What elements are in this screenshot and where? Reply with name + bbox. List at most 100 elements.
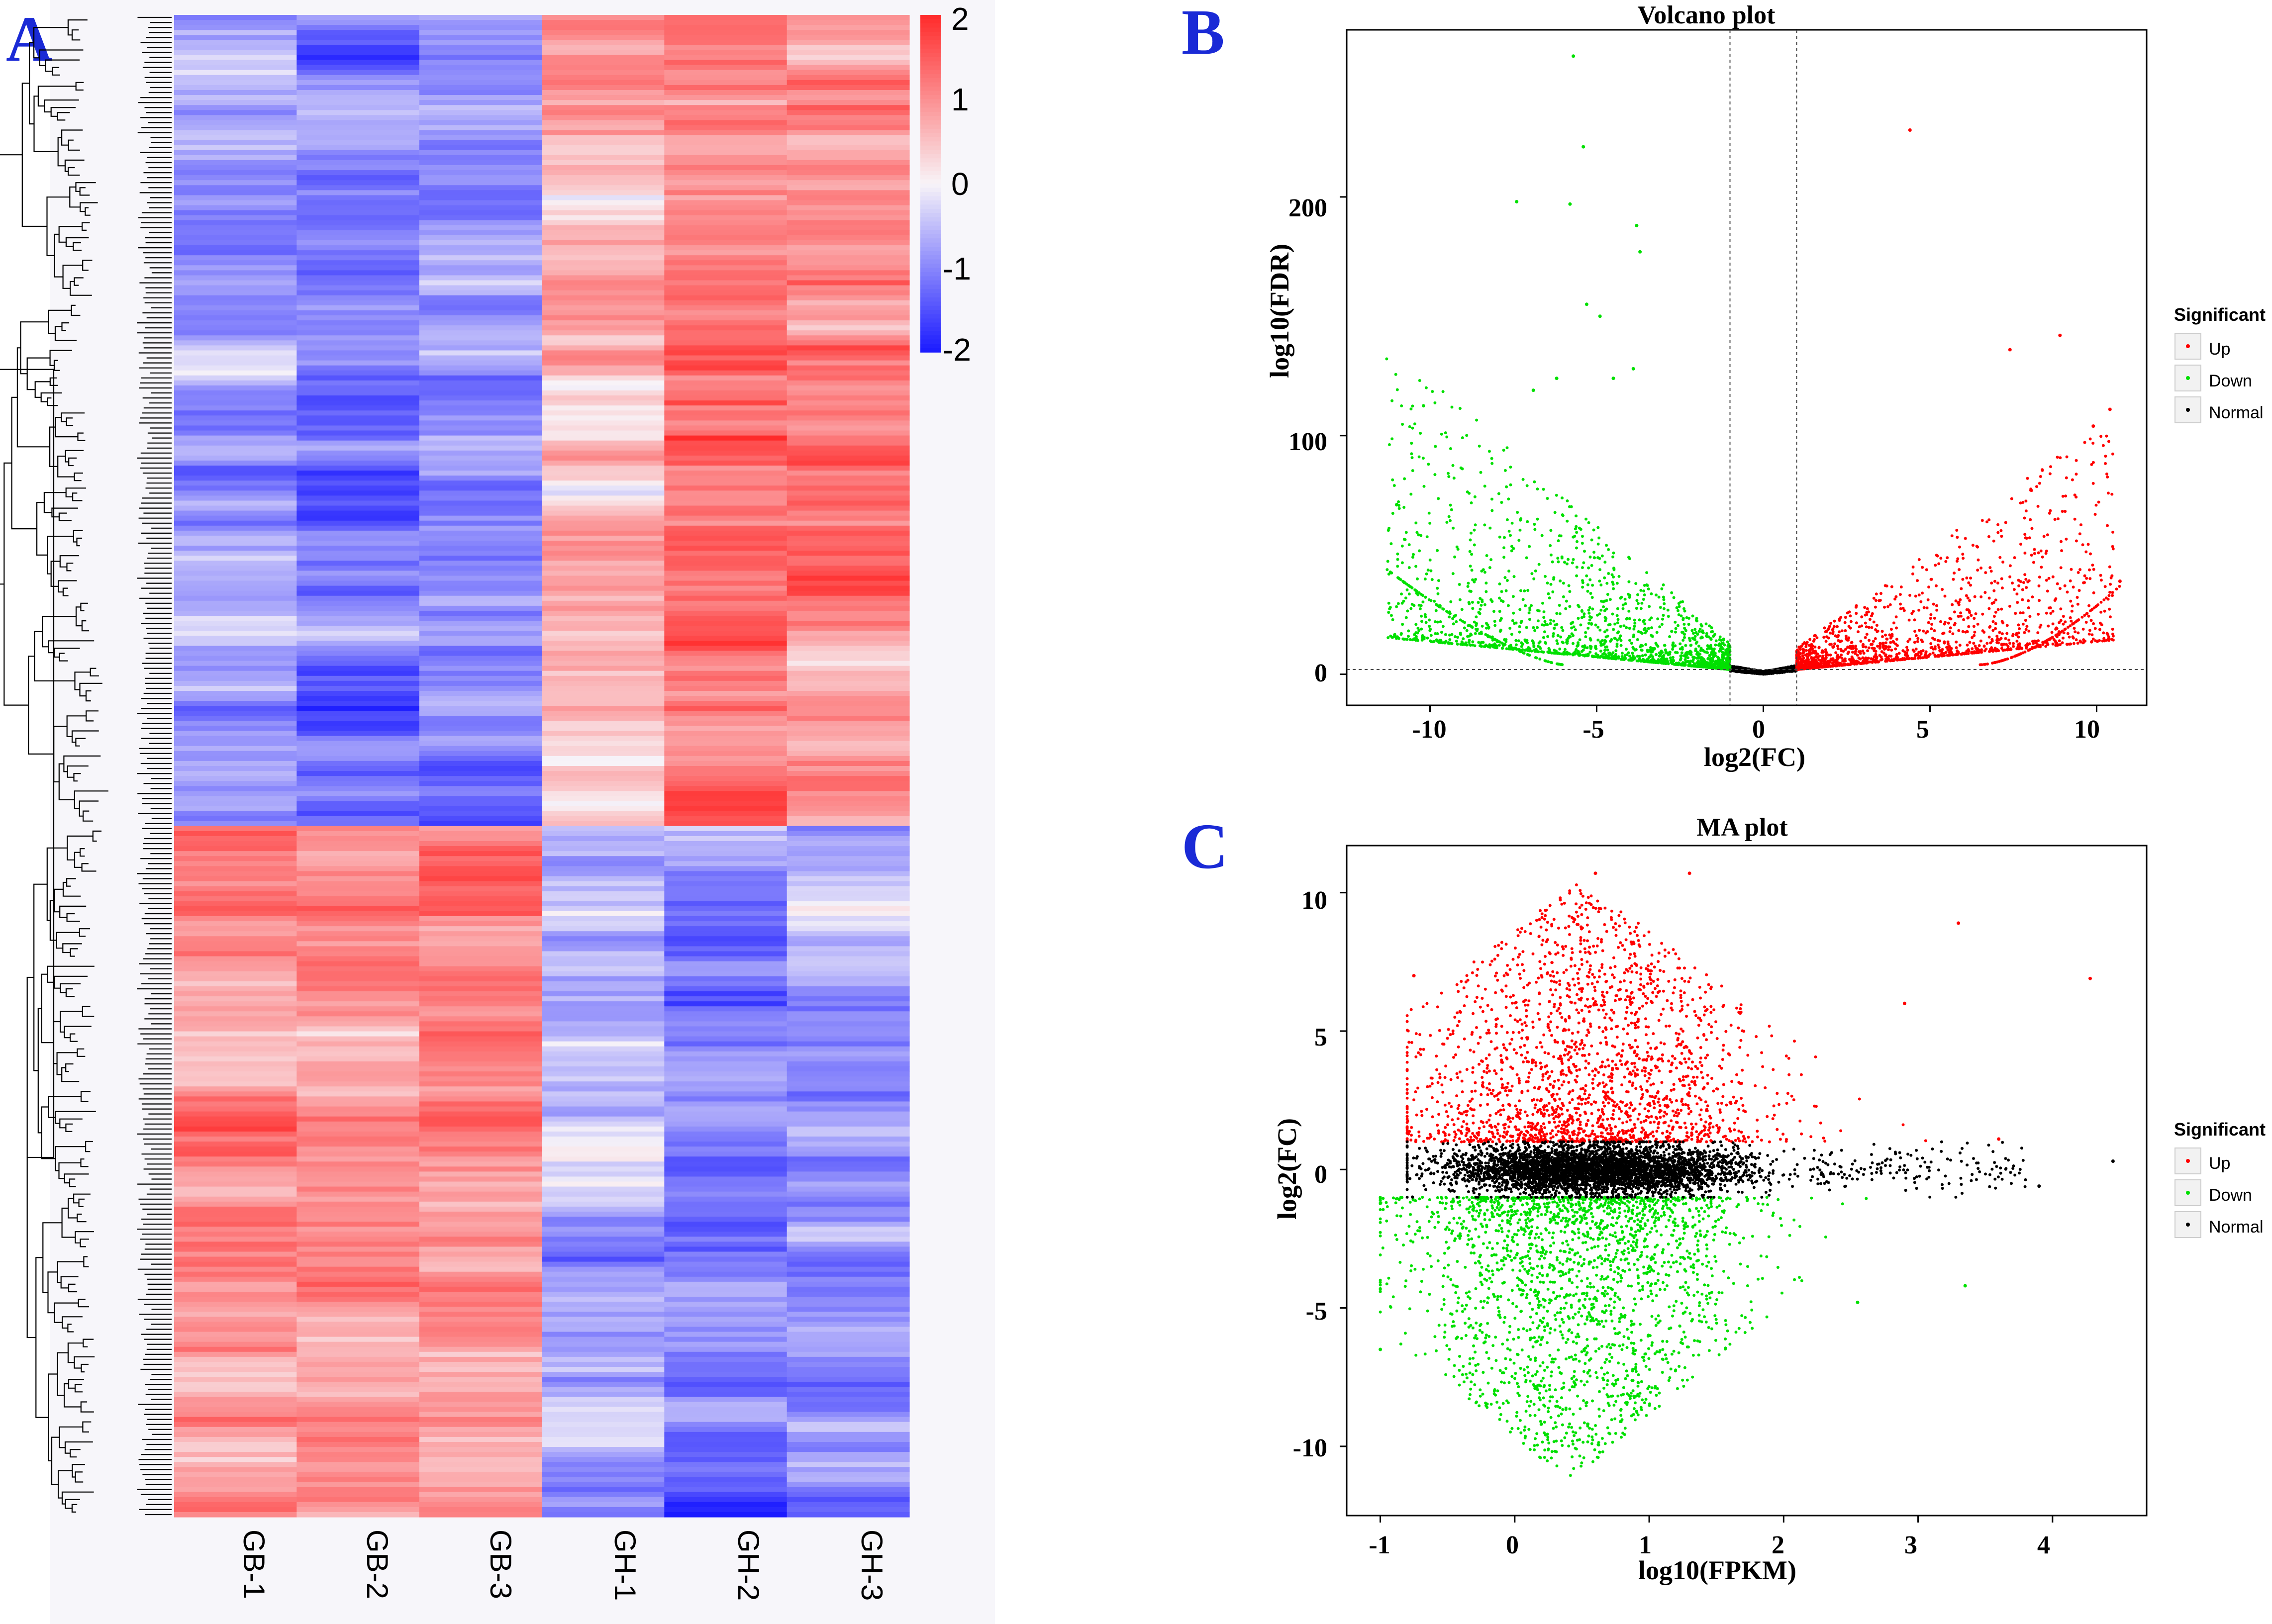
- heatmap-cell: [419, 670, 542, 676]
- heatmap-cell: [174, 771, 297, 776]
- heatmap-cell: [664, 460, 788, 466]
- heatmap-cell: [296, 1292, 420, 1297]
- heatmap-cell: [787, 1041, 910, 1047]
- heatmap-cell: [419, 546, 542, 551]
- volcano-point-up: [2102, 631, 2105, 635]
- heatmap-cell: [664, 285, 788, 291]
- heatmap-cell: [664, 1281, 788, 1287]
- heatmap-cell: [174, 1146, 297, 1152]
- heatmap-cell: [296, 1191, 420, 1197]
- volcano-point-up: [2091, 481, 2095, 485]
- heatmap-cell: [419, 320, 542, 326]
- heatmap-cell: [296, 561, 420, 566]
- heatmap-cell: [296, 320, 420, 326]
- heatmap-cell: [542, 25, 665, 30]
- heatmap-cell: [174, 535, 297, 541]
- volcano-point-up: [1888, 603, 1892, 606]
- heatmap-cell: [787, 551, 910, 556]
- heatmap-cell: [419, 595, 542, 601]
- heatmap-cell: [174, 220, 297, 226]
- heatmap-cell: [542, 991, 665, 997]
- heatmap-cell: [419, 951, 542, 957]
- volcano-point-up: [2064, 510, 2067, 513]
- heatmap-cell: [174, 1066, 297, 1072]
- volcano-point-up: [2039, 549, 2043, 553]
- heatmap-cell: [542, 595, 665, 601]
- heatmap-cell: [664, 110, 788, 115]
- heatmap-cell: [296, 661, 420, 667]
- heatmap-cell: [664, 976, 788, 982]
- heatmap-cell: [174, 595, 297, 601]
- heatmap-cell: [174, 721, 297, 727]
- heatmap-cell: [542, 641, 665, 646]
- heatmap-cell: [296, 60, 420, 66]
- heatmap-cell: [174, 65, 297, 71]
- volcano-point-up: [2049, 509, 2052, 512]
- heatmap-cell: [296, 1186, 420, 1192]
- heatmap-cell: [787, 1176, 910, 1182]
- heatmap-cell: [419, 290, 542, 296]
- heatmap-cell: [787, 876, 910, 882]
- heatmap-cell: [296, 1337, 420, 1342]
- heatmap-cell: [787, 425, 910, 431]
- heatmap-cell: [296, 515, 420, 521]
- heatmap-cell: [787, 25, 910, 30]
- heatmap-cell: [664, 1056, 788, 1062]
- volcano-point-up: [1955, 646, 1958, 650]
- volcano-point-up: [1994, 598, 1997, 602]
- heatmap-cell: [542, 546, 665, 551]
- heatmap-cell: [664, 170, 788, 176]
- volcano-point-up: [2073, 627, 2076, 630]
- colorbar-segment: [920, 305, 941, 311]
- heatmap-cell: [542, 691, 665, 696]
- heatmap-cell: [174, 1001, 297, 1007]
- heatmap-cell: [664, 1237, 788, 1242]
- heatmap-cell: [664, 916, 788, 922]
- heatmap-cell: [787, 1472, 910, 1478]
- volcano-point-up: [1988, 566, 1992, 570]
- heatmap-cell: [664, 1161, 788, 1167]
- heatmap-cell: [296, 1302, 420, 1307]
- heatmap-cell: [174, 906, 297, 912]
- sample-label: GH-3: [855, 1529, 889, 1601]
- heatmap-cell: [174, 761, 297, 766]
- heatmap-cell: [174, 405, 297, 411]
- heatmap-cell: [664, 1367, 788, 1372]
- heatmap-cell: [296, 621, 420, 626]
- colorbar-segment: [920, 196, 941, 201]
- heatmap-cell: [419, 40, 542, 45]
- heatmap-cell: [664, 921, 788, 927]
- volcano-point-up: [1898, 593, 1902, 596]
- heatmap-cell: [787, 395, 910, 401]
- heatmap-cell: [174, 781, 297, 786]
- heatmap-cell: [419, 1356, 542, 1362]
- heatmap-cell: [787, 240, 910, 246]
- heatmap-cell: [296, 1136, 420, 1142]
- heatmap-cell: [419, 355, 542, 361]
- heatmap-cell: [296, 380, 420, 386]
- volcano-point-up: [1941, 588, 1944, 591]
- heatmap-cell: [174, 616, 297, 621]
- heatmap-cell: [296, 706, 420, 711]
- heatmap-cell: [542, 861, 665, 866]
- heatmap-cell: [296, 1266, 420, 1272]
- heatmap-cell: [542, 215, 665, 221]
- heatmap-cell: [787, 580, 910, 586]
- heatmap-cell: [664, 605, 788, 611]
- heatmap-cell: [296, 1436, 420, 1442]
- heatmap-cell: [787, 325, 910, 331]
- heatmap-cell: [296, 220, 420, 226]
- heatmap-cell: [296, 761, 420, 766]
- heatmap-cell: [664, 971, 788, 977]
- heatmap-cell: [296, 525, 420, 531]
- heatmap-cell: [542, 1206, 665, 1212]
- heatmap-cell: [787, 1121, 910, 1127]
- heatmap-cell: [174, 836, 297, 842]
- heatmap-cell: [542, 50, 665, 56]
- volcano-points: [1385, 54, 2122, 676]
- heatmap-cell: [664, 1026, 788, 1032]
- heatmap-cell: [296, 1462, 420, 1467]
- heatmap-cell: [174, 641, 297, 646]
- heatmap-cell: [787, 355, 910, 361]
- heatmap-cell: [296, 225, 420, 231]
